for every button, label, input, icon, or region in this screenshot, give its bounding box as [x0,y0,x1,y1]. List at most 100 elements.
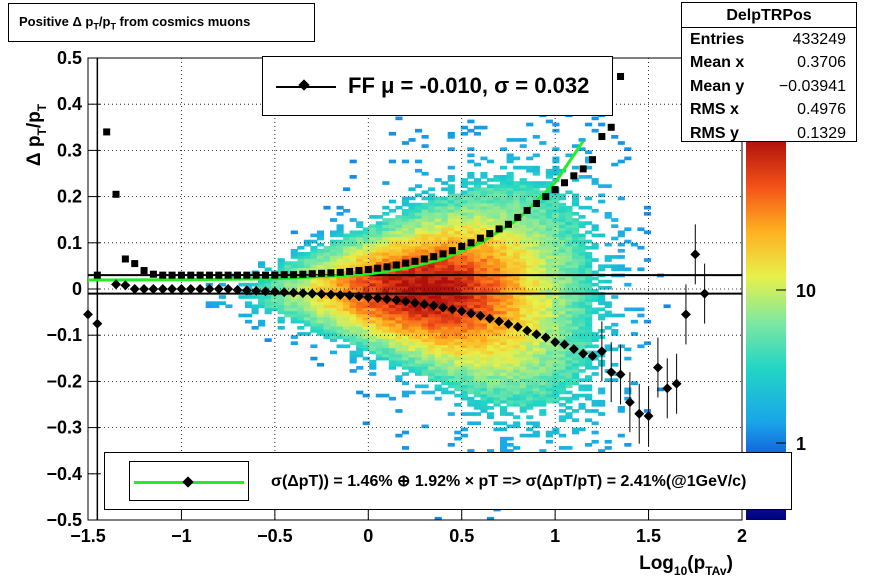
heatmap-cell [532,208,540,213]
heatmap-cell [545,396,553,401]
heatmap-cell [375,332,383,336]
heatmap-cell [388,276,396,281]
heatmap-cell [473,319,481,324]
heatmap-cell [571,350,580,355]
heatmap-cell [369,285,377,290]
heatmap-cell [571,267,580,272]
heatmap-cell [290,316,298,321]
heatmap-cell [480,227,488,232]
heatmap-cell [428,310,436,315]
heatmap-cell [408,366,416,370]
heatmap-cell [408,335,416,339]
heatmap-cell [578,359,586,364]
heatmap-cell [362,301,370,305]
heatmap-cell [480,252,488,256]
heatmap-cell [591,409,599,413]
heatmap-cell [467,147,475,151]
heatmap-cell [218,295,226,299]
heatmap-cell [513,190,521,195]
heatmap-cell [428,307,436,312]
heatmap-cell [513,242,521,247]
heatmap-cell [421,248,429,253]
heatmap-cell [375,347,383,352]
heatmap-cell [388,245,396,250]
heatmap-cell [460,178,468,182]
heatmap-cell [316,252,325,256]
heatmap-cell [552,156,560,161]
heatmap-cell [500,276,508,281]
heatmap-cell [415,252,423,256]
heatmap-cell [545,255,553,259]
heatmap-cell [519,313,527,318]
heatmap-cell [395,347,403,352]
heatmap-cell [585,325,593,330]
heatmap-cell [421,196,429,201]
heatmap-cell [526,264,534,269]
heatmap-cell [558,267,567,272]
heatmap-cell [565,258,573,262]
heatmap-cell [539,307,547,312]
heatmap-cell [316,248,325,253]
heatmap-cell [415,341,423,346]
heatmap-cell [526,196,534,201]
heatmap-cell [637,245,645,250]
heatmap-cell [545,316,553,321]
heatmap-cell [401,239,410,244]
heatmap-cell [558,298,567,302]
heatmap-cell [323,252,331,256]
heatmap-cell [434,307,442,312]
mean-marker [643,411,654,421]
heatmap-cell [571,282,580,287]
heatmap-cell [526,230,534,235]
heatmap-cell [369,372,377,376]
heatmap-cell [415,236,423,241]
heatmap-cell [578,304,586,309]
heatmap-cell [532,205,540,210]
heatmap-cell [486,406,495,410]
heatmap-cell [585,366,593,370]
heatmap-cell [486,344,495,349]
heatmap-cell [558,304,567,309]
heatmap-cell [454,307,462,312]
heatmap-cell [624,239,632,244]
heatmap-cell [441,224,449,228]
heatmap-cell [513,252,521,256]
heatmap-cell [375,353,383,358]
heatmap-cell [500,310,508,315]
heatmap-cell [473,196,481,201]
heatmap-cell [428,335,436,339]
heatmap-cell [329,233,338,238]
heatmap-cell [356,307,364,312]
heatmap-cell [493,279,501,284]
heatmap-cell [500,421,508,426]
heatmap-cell [506,252,514,256]
heatmap-cell [578,264,586,269]
heatmap-cell [486,390,495,395]
heatmap-cell [545,359,553,364]
heatmap-cell [545,171,553,176]
heatmap-cell [428,359,436,364]
heatmap-cell [552,276,560,281]
heatmap-cell [493,307,501,312]
heatmap-cell [297,310,305,315]
heatmap-cell [258,298,266,302]
heatmap-cell [565,227,573,232]
heatmap-cell [539,184,547,188]
sigma-marker [336,268,344,276]
mean-marker [148,284,159,294]
heatmap-cell [500,181,508,185]
heatmap-cell [460,181,468,185]
heatmap-cell [375,224,383,228]
heatmap-cell [369,322,377,327]
heatmap-cell [441,313,449,318]
heatmap-cell [323,298,331,302]
heatmap-cell [277,267,285,272]
heatmap-cell [611,264,619,269]
heatmap-cell [565,344,573,349]
heatmap-cell [532,347,540,352]
heatmap-cell [408,369,416,373]
heatmap-cell [356,335,364,339]
heatmap-cell [578,233,586,238]
heatmap-cell [454,196,462,201]
heatmap-cell [480,205,488,210]
